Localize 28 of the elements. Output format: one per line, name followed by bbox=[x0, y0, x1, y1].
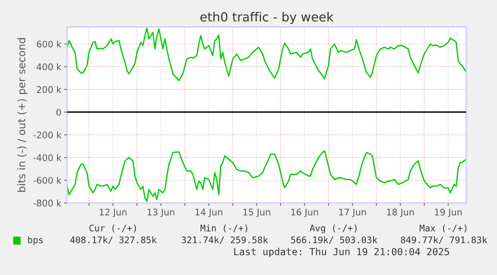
x-tick-label: 15 Jun bbox=[243, 208, 270, 218]
text: 321.74k/ 259.58k bbox=[182, 236, 268, 244]
chart-title: eth0 traffic - by week bbox=[200, 12, 334, 24]
y-axis-title: bits in (-) / out (+) per second bbox=[17, 38, 28, 192]
y-tick-label: 400 k bbox=[36, 63, 62, 70]
x-tick-label: 18 Jun bbox=[387, 208, 414, 218]
x-tick-label: 12 Jun bbox=[100, 208, 126, 218]
y-tick-label: -600 k bbox=[33, 176, 62, 184]
x-tick-label: 14 Jun bbox=[196, 208, 222, 218]
y-tick-label: 200 k bbox=[36, 86, 62, 93]
legend-label: bps bbox=[28, 236, 43, 246]
text: Max (-/+) bbox=[420, 224, 466, 233]
x-tick-label: 17 Jun bbox=[339, 208, 366, 218]
text: Cur (-/+) bbox=[89, 224, 136, 233]
text: Avg (-/+) bbox=[310, 224, 357, 234]
y-tick-label: -800 k bbox=[33, 200, 62, 207]
x-tick-label: 16 Jun bbox=[291, 208, 318, 218]
y-tick-label: 600 k bbox=[36, 40, 62, 48]
x-tick-label: 13 Jun bbox=[148, 208, 174, 218]
y-tick-label: 0 bbox=[56, 108, 61, 116]
text: 566.19k/ 503.03k bbox=[291, 236, 378, 244]
y-tick-label: -200 k bbox=[33, 131, 62, 138]
y-tick-label: -400 k bbox=[33, 154, 62, 162]
text: 408.17k/ 327.85k bbox=[70, 236, 157, 244]
text: 849.77k/ 791.83k bbox=[400, 236, 488, 244]
text: Min (-/+) bbox=[200, 224, 248, 233]
text: Last update: Thu Jun 19 21:00:04 2025 bbox=[234, 248, 450, 258]
x-tick-label: 19 Jun bbox=[434, 208, 462, 218]
